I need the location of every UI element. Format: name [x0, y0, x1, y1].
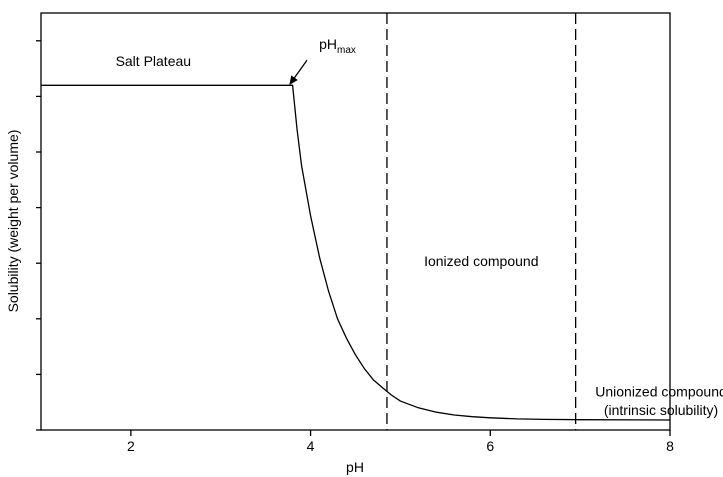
ph-max-arrow	[289, 59, 308, 85]
x-axis-ticks: 2 4 6 8	[127, 430, 674, 454]
plot-frame	[40, 12, 671, 431]
x-axis-label: pH	[346, 459, 364, 475]
x-tick-label-2: 6	[486, 438, 494, 454]
annotation-0: Salt Plateau	[116, 53, 192, 69]
x-tick-label-1: 4	[307, 438, 315, 454]
x-tick-label-3: 8	[666, 438, 674, 454]
ph-max-main: pH	[319, 36, 337, 52]
y-axis-label: Solubility (weight per volume)	[5, 130, 21, 313]
ph-max-label: pHmax	[319, 36, 356, 56]
region-dividers	[386, 13, 577, 430]
ph-max-subscript: max	[337, 45, 356, 56]
solubility-curve	[41, 84, 671, 421]
x-tick-label-0: 2	[127, 438, 135, 454]
ph-max-annotation: pHmax	[289, 36, 356, 85]
y-axis-ticks	[36, 40, 41, 431]
annotation-3: (intrinsic solubility)	[604, 402, 718, 418]
annotation-2: Unionized compound	[595, 384, 723, 400]
annotations: Salt Plateau Ionized compound Unionized co…	[116, 53, 723, 418]
annotation-1: Ionized compound	[424, 253, 538, 269]
